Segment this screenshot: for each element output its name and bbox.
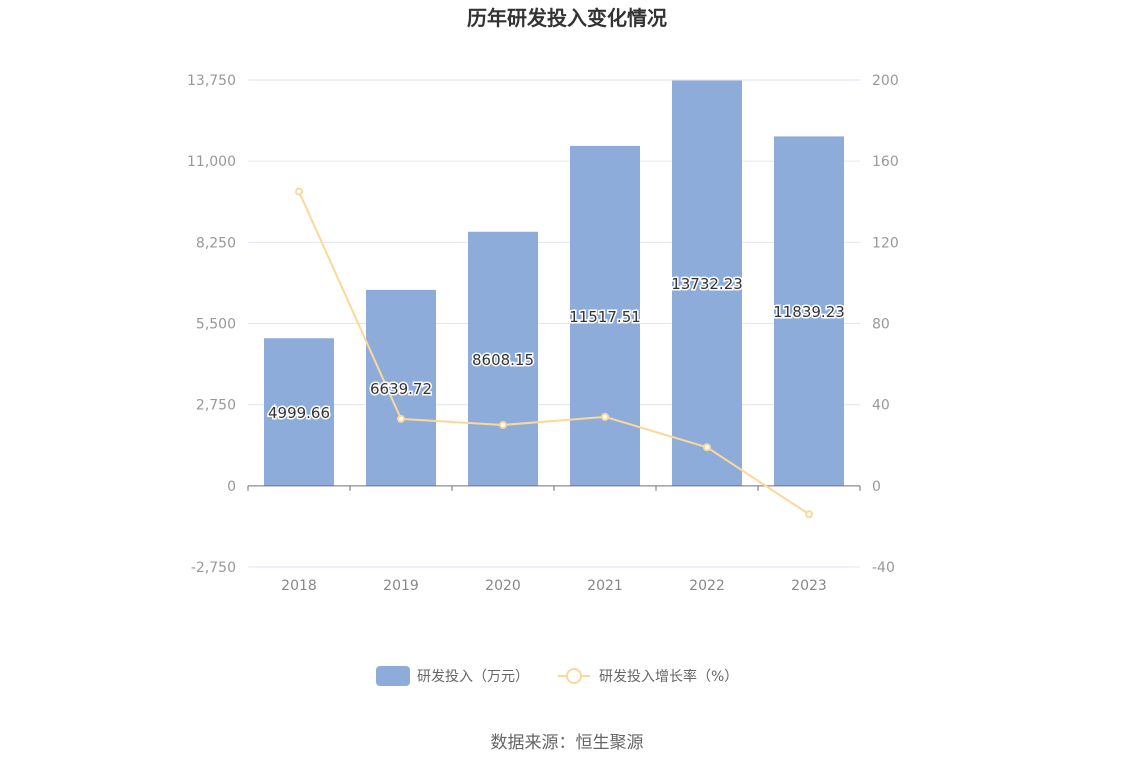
legend-item-bar[interactable]: 研发投入（万元） <box>376 666 529 686</box>
bar <box>264 338 334 486</box>
bar <box>366 289 436 486</box>
bar-value-label: 13732.23 <box>671 275 743 293</box>
bar-series <box>264 80 844 486</box>
x-tick-label: 2019 <box>383 578 419 594</box>
y-left-tick-label: 0 <box>227 479 236 495</box>
chart-title: 历年研发投入变化情况 <box>467 6 667 30</box>
x-tick-label: 2021 <box>587 578 623 594</box>
y-left-tick-label: 11,000 <box>187 154 236 170</box>
growth-rate-point <box>499 420 507 429</box>
y-left-tick-label: -2,750 <box>191 560 236 576</box>
legend-bar-label: 研发投入（万元） <box>417 669 529 685</box>
x-tick-label: 2023 <box>791 578 827 594</box>
y-left-tick-label: 2,750 <box>196 398 236 414</box>
growth-rate-line <box>295 187 813 519</box>
axes: -2,750 0 2,750 5,500 8,250 11,000 13,750 -40 0 40… <box>187 73 899 594</box>
y-left-tick-label: 8,250 <box>196 235 236 251</box>
bar-value-label: 8608.15 <box>472 351 534 369</box>
growth-rate-point <box>295 187 303 196</box>
y-right-tick-label: 200 <box>872 73 899 89</box>
growth-rate-point <box>703 443 711 452</box>
legend: 研发投入（万元） 研发投入增长率（%） <box>376 666 738 686</box>
bar-value-label: 4999.66 <box>268 404 330 422</box>
bar <box>672 80 742 486</box>
legend-item-line[interactable]: 研发投入增长率（%） <box>558 668 738 685</box>
bar-value-label: 6639.72 <box>370 380 432 398</box>
y-right-tick-label: 80 <box>872 317 890 333</box>
growth-rate-polyline <box>298 191 810 516</box>
legend-line-label: 研发投入增长率（%） <box>599 668 738 685</box>
growth-rate-point <box>601 412 609 421</box>
y-left-tick-label: 5,500 <box>196 317 236 333</box>
bar <box>774 136 844 486</box>
bar-data-labels: 4999.66 6639.72 8608.15 11517.51 13732.23 118… <box>266 274 846 424</box>
y-right-tick-label: 120 <box>872 235 899 251</box>
bar-value-label: 11517.51 <box>569 308 641 326</box>
grid-lines <box>248 79 860 568</box>
x-tick-label: 2022 <box>689 578 725 594</box>
y-right-tick-label: 0 <box>872 479 881 495</box>
bar <box>570 145 640 486</box>
legend-bar-swatch <box>376 666 410 686</box>
legend-line-marker <box>566 668 582 684</box>
growth-rate-point <box>805 510 813 519</box>
y-left-tick-label: 13,750 <box>187 73 236 89</box>
y-right-tick-label: 40 <box>872 398 890 414</box>
bar <box>468 231 538 486</box>
x-tick-label: 2018 <box>281 578 317 594</box>
bar-value-label: 11839.23 <box>773 303 845 321</box>
growth-rate-point <box>397 414 405 423</box>
y-right-tick-label: 160 <box>872 154 899 170</box>
y-right-tick-label: -40 <box>872 560 895 576</box>
data-source-note: 数据来源：恒生聚源 <box>491 733 644 753</box>
x-tick-label: 2020 <box>485 578 521 594</box>
